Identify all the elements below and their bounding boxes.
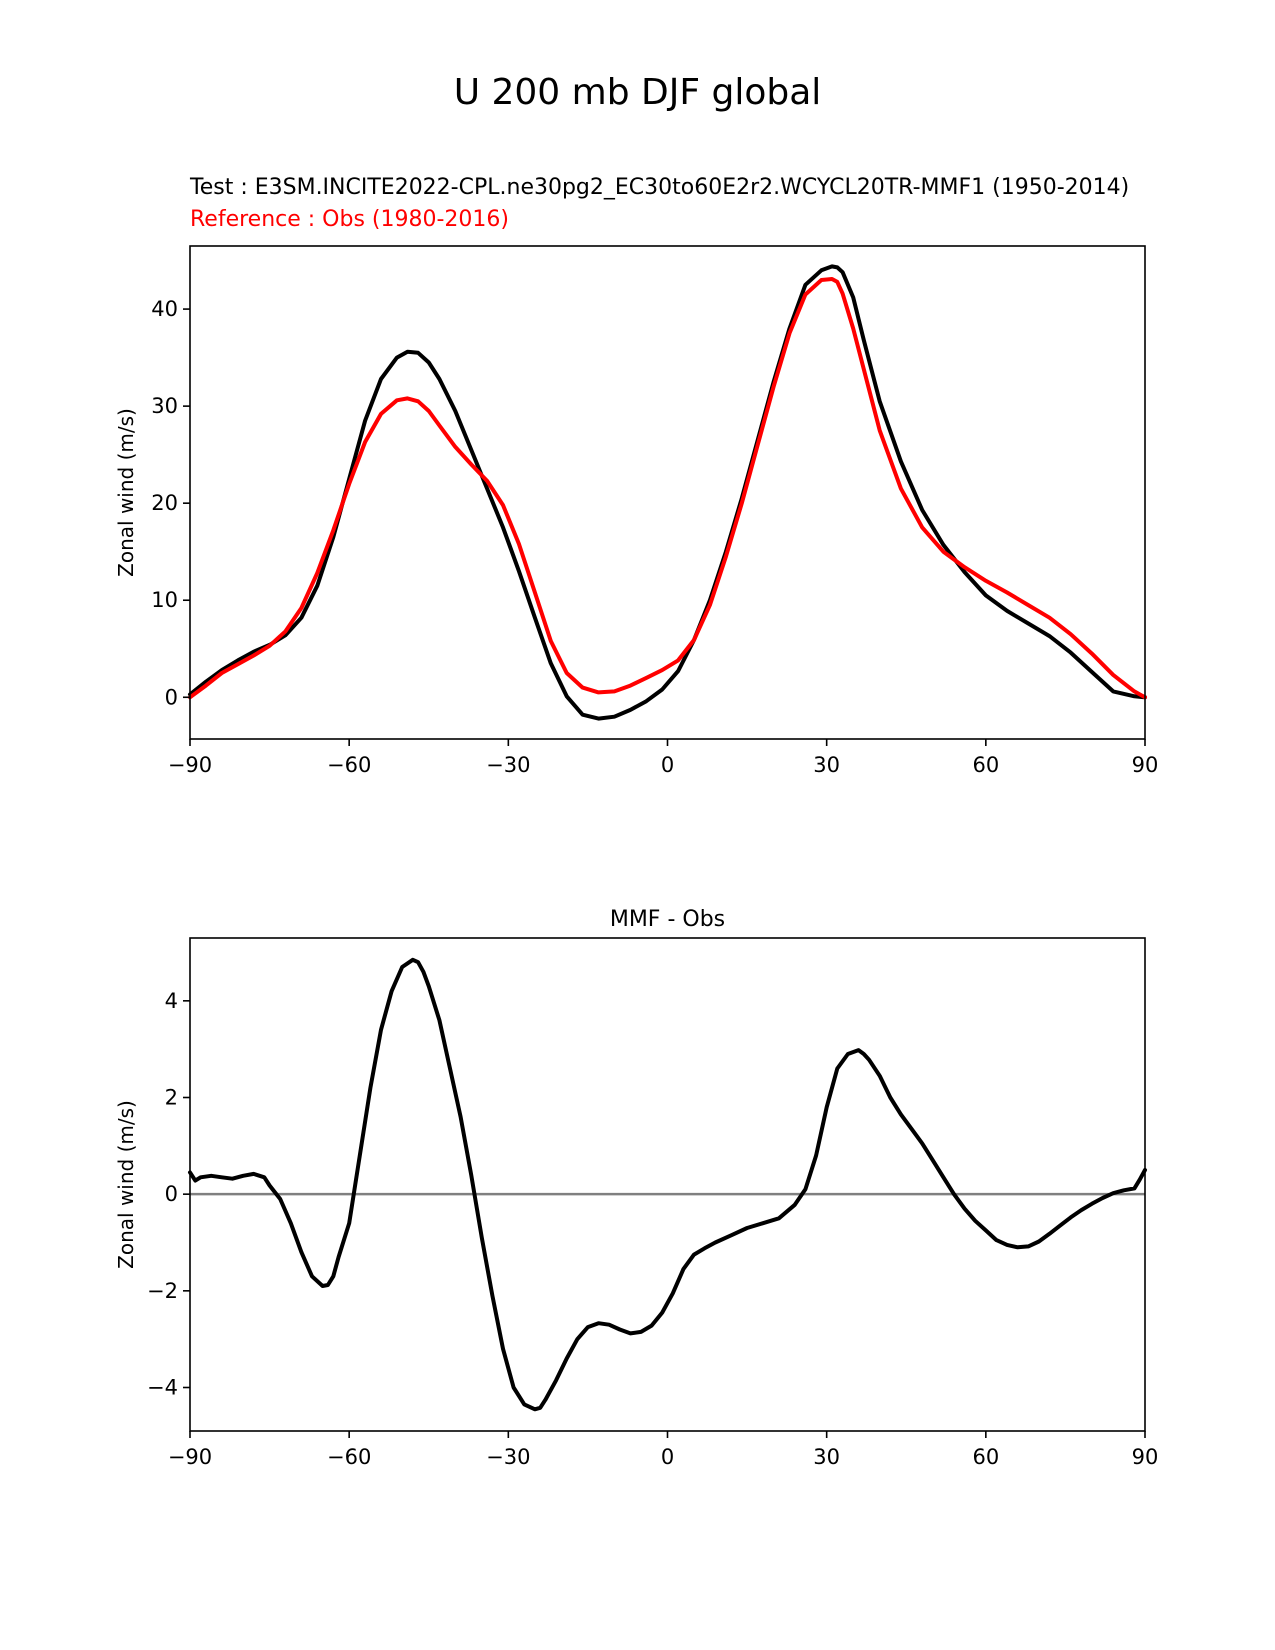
x-tick-label: −90 [168, 753, 212, 777]
x-tick-label: 90 [1132, 753, 1159, 777]
plot-frame [189, 937, 1146, 1432]
y-tick-label: 20 [151, 491, 178, 515]
y-tick-label: −2 [147, 1279, 178, 1303]
figure-title: U 200 mb DJF global [453, 72, 822, 113]
x-tick-label: 0 [661, 1445, 674, 1469]
y-tick-label: −4 [147, 1376, 178, 1400]
series-line-mmf-obs [188, 957, 1147, 1412]
x-tick-label: 30 [813, 753, 840, 777]
x-tick-label: −60 [327, 1445, 371, 1469]
test-label: Test : E3SM.INCITE2022-CPL.ne30pg2_EC30t… [190, 175, 1130, 200]
series-line-reference [188, 277, 1147, 700]
x-tick-label: −60 [327, 753, 371, 777]
y-tick-label: 4 [165, 989, 178, 1013]
x-tick-label: 30 [813, 1445, 840, 1469]
series-line-test [188, 264, 1147, 721]
x-tick-label: −90 [168, 1445, 212, 1469]
y-tick-label: 40 [151, 297, 178, 321]
x-tick-label: −30 [486, 1445, 530, 1469]
bottom-panel: −90 −60 −30 0 30 60 90 −4 −2 0 2 4 Zonal wind (m/s) M… [114, 907, 1158, 1469]
y-tick-label: 2 [165, 1086, 178, 1110]
panel-title: MMF - Obs [610, 907, 725, 932]
x-tick-label: 60 [972, 1445, 999, 1469]
reference-label: Reference : Obs (1980-2016) [190, 207, 509, 232]
y-tick-label: 30 [151, 394, 178, 418]
x-tick-label: 60 [972, 753, 999, 777]
y-tick-label: 10 [151, 588, 178, 612]
y-tick-label: 0 [165, 685, 178, 709]
x-tick-label: 90 [1132, 1445, 1159, 1469]
y-axis-label: Zonal wind (m/s) [114, 1100, 138, 1269]
x-tick-label: 0 [661, 753, 674, 777]
x-tick-label: −30 [486, 753, 530, 777]
y-axis-label: Zonal wind (m/s) [114, 408, 138, 577]
y-tick-label: 0 [165, 1182, 178, 1206]
top-panel: −90 −60 −30 0 30 60 90 0 10 20 30 40 Zonal wind (m/s… [114, 245, 1159, 777]
